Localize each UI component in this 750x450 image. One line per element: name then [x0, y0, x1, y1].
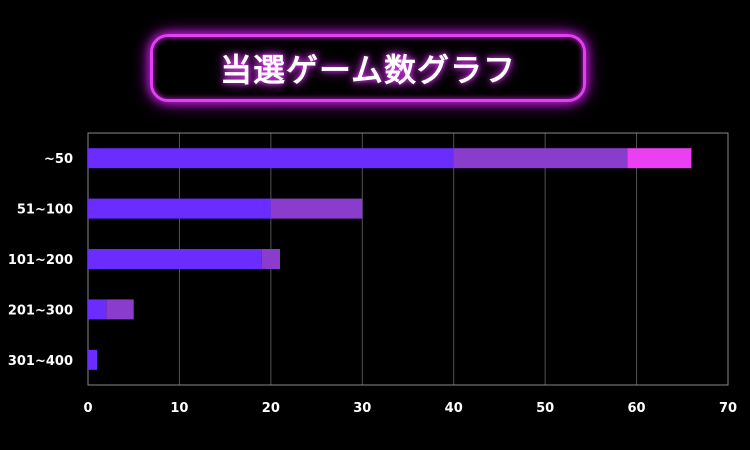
- x-tick-label: 30: [353, 401, 371, 416]
- bar-segment: [106, 299, 134, 320]
- x-tick-label: 60: [628, 401, 646, 416]
- bar-segment: [270, 198, 363, 219]
- bar-segment: [88, 148, 454, 169]
- bar-segment: [627, 148, 692, 169]
- y-category-label: 201~300: [8, 303, 73, 318]
- bar-segment: [88, 349, 98, 370]
- bar-segment: [88, 198, 271, 219]
- x-tick-label: 10: [170, 401, 188, 416]
- x-tick-label: 50: [536, 401, 554, 416]
- bar-segment: [88, 299, 107, 320]
- x-tick-label: 20: [262, 401, 280, 416]
- chart-title: 当選ゲーム数グラフ: [219, 51, 517, 89]
- x-tick-label: 70: [719, 401, 737, 416]
- y-category-label: 101~200: [8, 253, 73, 268]
- chart-title-box: 当選ゲーム数グラフ: [150, 34, 586, 102]
- x-tick-label: 40: [445, 401, 463, 416]
- x-tick-label: 0: [83, 401, 92, 416]
- y-category-label: ~50: [44, 152, 73, 167]
- bar-segment: [453, 148, 628, 169]
- bar-segment: [88, 249, 262, 269]
- y-category-label: 51~100: [17, 203, 73, 218]
- y-category-label: 301~400: [8, 354, 73, 369]
- bar-segment: [261, 249, 280, 269]
